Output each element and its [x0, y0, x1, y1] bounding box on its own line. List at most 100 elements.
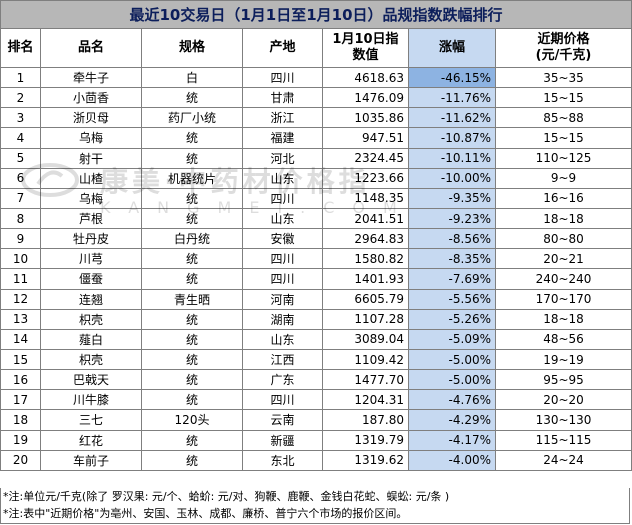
cell-spec: 机器统片 [141, 167, 243, 189]
ranking-table: 排名 品名 规格 产地 1月10日指 数值 涨幅 近期价格 (元/千克) 1 牵牛… [0, 28, 632, 471]
cell-price: 9~9 [495, 167, 632, 189]
cell-index: 1148.35 [322, 187, 409, 209]
cell-index: 1035.86 [322, 107, 409, 129]
cell-index: 1223.66 [322, 167, 409, 189]
table-row: 2 小茴香统甘肃 1476.09 -11.76% 15~15 [0, 87, 632, 109]
cell-spec: 白丹统 [141, 228, 243, 250]
cell-origin: 山东 [242, 167, 323, 189]
cell-spec: 统 [141, 308, 243, 330]
cell-index: 187.80 [322, 409, 409, 431]
cell-rank: 2 [0, 87, 41, 109]
cell-index: 1204.31 [322, 389, 409, 411]
cell-origin: 河北 [242, 147, 323, 169]
cell-price: 15~15 [495, 127, 632, 149]
cell-index: 1401.93 [322, 268, 409, 290]
header-row: 排名 品名 规格 产地 1月10日指 数值 涨幅 近期价格 (元/千克) [0, 28, 632, 68]
cell-spec: 统 [141, 429, 243, 451]
header-index: 1月10日指 数值 [322, 28, 409, 68]
cell-spec: 白 [141, 66, 243, 89]
cell-rank: 1 [0, 66, 41, 89]
cell-change: -10.11% [408, 147, 496, 169]
table-row: 14 薤白统山东 3089.04 -5.09% 48~56 [0, 328, 632, 350]
cell-name: 芦根 [40, 207, 142, 230]
cell-origin: 安徽 [242, 228, 323, 250]
cell-origin: 山东 [242, 328, 323, 350]
cell-change: -7.69% [408, 268, 496, 290]
cell-price: 130~130 [495, 409, 632, 431]
cell-rank: 7 [0, 187, 41, 209]
cell-price: 80~80 [495, 228, 632, 250]
footnotes: *注:单位元/千克(除了 罗汉果: 元/个、蛤蚧: 元/对、狗鞭、鹿鞭、金钱白花… [0, 488, 630, 524]
cell-spec: 药厂小统 [141, 107, 243, 129]
cell-spec: 统 [141, 389, 243, 411]
cell-change: -9.35% [408, 187, 496, 209]
cell-spec: 统 [141, 328, 243, 350]
table-row: 18 三七 120头 云南 187.80 -4.29% 130~130 [0, 409, 632, 431]
cell-index: 1476.09 [322, 87, 409, 109]
cell-change: -5.26% [408, 308, 496, 330]
cell-origin: 江西 [242, 348, 323, 371]
cell-spec: 统 [141, 207, 243, 230]
cell-change: -4.00% [408, 449, 496, 471]
cell-change: -5.09% [408, 328, 496, 350]
table-row: 9 牡丹皮 白丹统 安徽 2964.83 -8.56% 80~80 [0, 228, 632, 250]
cell-rank: 11 [0, 268, 41, 290]
cell-origin: 甘肃 [242, 87, 323, 109]
table-row: 7 乌梅统四川 1148.35 -9.35% 16~16 [0, 187, 632, 209]
cell-price: 170~170 [495, 288, 632, 310]
cell-price: 18~18 [495, 308, 632, 330]
cell-rank: 15 [0, 348, 41, 371]
cell-index: 1109.42 [322, 348, 409, 371]
cell-rank: 8 [0, 207, 41, 230]
cell-origin: 四川 [242, 66, 323, 89]
cell-rank: 3 [0, 107, 41, 129]
cell-origin: 湖南 [242, 308, 323, 330]
cell-name: 巴戟天 [40, 369, 142, 391]
cell-index: 3089.04 [322, 328, 409, 350]
cell-rank: 6 [0, 167, 41, 189]
cell-rank: 4 [0, 127, 41, 149]
table-row: 13 枳壳统湖南 1107.28 -5.26% 18~18 [0, 308, 632, 330]
cell-change: -4.17% [408, 429, 496, 451]
table-row: 12 连翘 青生晒 河南 6605.79 -5.56% 170~170 [0, 288, 632, 310]
table-row: 6 山楂 机器统片 山东 1223.66 -10.00% 9~9 [0, 167, 632, 189]
header-name: 品名 [40, 28, 142, 68]
cell-rank: 19 [0, 429, 41, 451]
table-row: 10 川芎统四川 1580.82 -8.35% 20~21 [0, 248, 632, 270]
cell-name: 枳壳 [40, 308, 142, 330]
cell-rank: 14 [0, 328, 41, 350]
cell-origin: 新疆 [242, 429, 323, 451]
cell-index: 4618.63 [322, 66, 409, 89]
cell-name: 乌梅 [40, 187, 142, 209]
cell-rank: 13 [0, 308, 41, 330]
table-body: 1 牵牛子白四川 4618.63 -46.15% 35~35 2 小茴香统甘肃 1476.09… [0, 66, 632, 471]
cell-index: 2964.83 [322, 228, 409, 250]
cell-spec: 统 [141, 87, 243, 109]
cell-index: 6605.79 [322, 288, 409, 310]
cell-spec: 统 [141, 449, 243, 471]
header-spec: 规格 [141, 28, 243, 68]
cell-index: 1107.28 [322, 308, 409, 330]
cell-price: 48~56 [495, 328, 632, 350]
cell-index: 1580.82 [322, 248, 409, 270]
cell-origin: 东北 [242, 449, 323, 471]
cell-index: 1319.62 [322, 449, 409, 471]
header-change: 涨幅 [408, 28, 496, 68]
cell-change: -5.00% [408, 348, 496, 371]
footnote-unit: *注:单位元/千克(除了 罗汉果: 元/个、蛤蚧: 元/对、狗鞭、鹿鞭、金钱白花… [3, 490, 450, 503]
cell-spec: 青生晒 [141, 288, 243, 310]
cell-origin: 四川 [242, 248, 323, 270]
cell-rank: 9 [0, 228, 41, 250]
cell-name: 僵蚕 [40, 268, 142, 290]
cell-origin: 四川 [242, 389, 323, 411]
cell-spec: 统 [141, 127, 243, 149]
header-rank: 排名 [0, 28, 41, 68]
footnote-price-range: *注:表中"近期价格"为亳州、安国、玉林、成都、廉桥、普宁六个市场的报价区间。 [3, 507, 408, 520]
cell-rank: 18 [0, 409, 41, 431]
cell-spec: 统 [141, 369, 243, 391]
cell-change: -8.56% [408, 228, 496, 250]
cell-name: 小茴香 [40, 87, 142, 109]
cell-origin: 山东 [242, 207, 323, 230]
header-price-line1: 近期价格 [537, 32, 590, 47]
